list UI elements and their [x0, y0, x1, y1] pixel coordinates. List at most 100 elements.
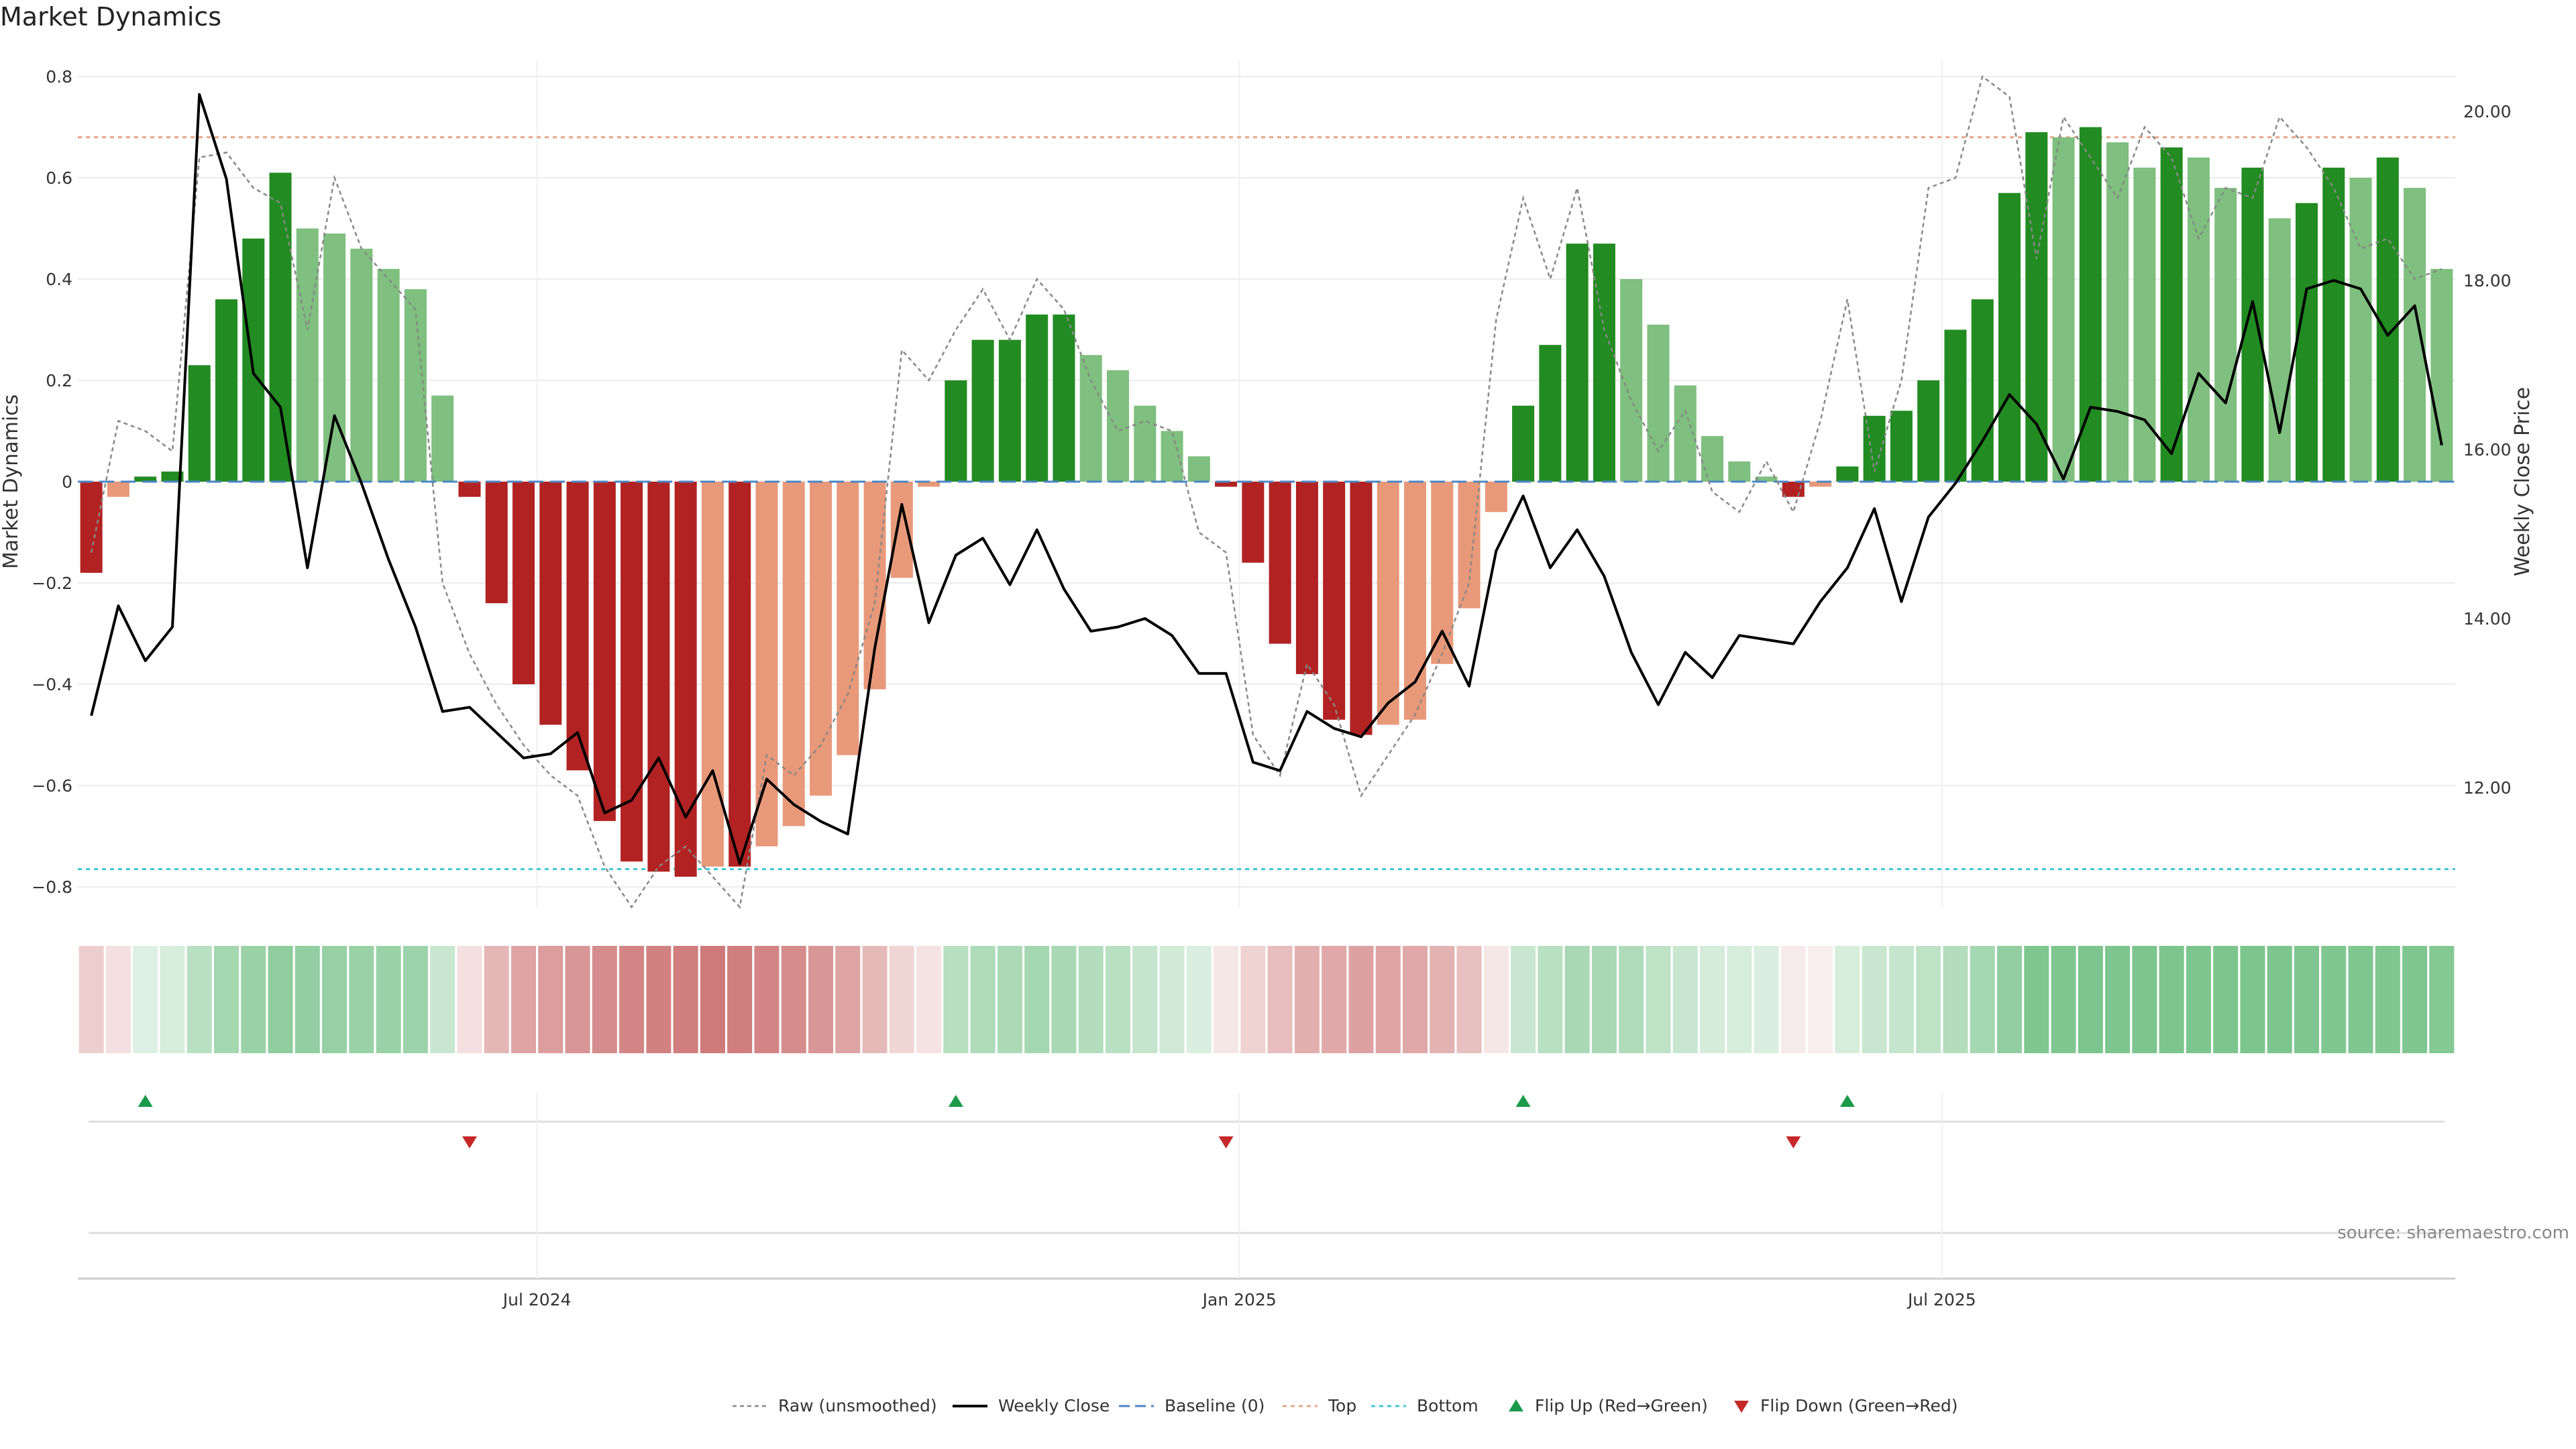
y2-tick-label: 20.00	[2463, 102, 2512, 121]
strip-cell	[1699, 946, 1725, 1053]
strip-cell	[646, 946, 672, 1053]
strip-cell	[1456, 946, 1482, 1053]
strip-cell	[294, 946, 320, 1053]
strip-cell	[2213, 946, 2239, 1053]
legend-label: Weekly Close	[998, 1396, 1110, 1415]
momentum-bar	[1620, 279, 1643, 482]
momentum-bar	[2430, 268, 2453, 482]
momentum-bar	[1539, 345, 1562, 482]
weekly-close-line	[90, 93, 2443, 865]
momentum-bar	[1863, 415, 1886, 482]
momentum-bar	[755, 482, 778, 847]
flip-up-marker	[1839, 1095, 1855, 1107]
momentum-bar	[1215, 482, 1238, 487]
strip-cell	[1024, 946, 1050, 1053]
momentum-bar	[2079, 127, 2102, 482]
strip-cell	[727, 946, 753, 1053]
momentum-bar	[1026, 314, 1049, 482]
momentum-bar	[296, 228, 319, 482]
x-tick-label: Jul 2024	[502, 1290, 572, 1309]
strip-cell	[241, 946, 266, 1053]
legend-label: Bottom	[1417, 1396, 1479, 1415]
strip-cell	[1186, 946, 1212, 1053]
strip-cell	[673, 946, 698, 1053]
momentum-bar	[1242, 482, 1265, 563]
momentum-bar	[215, 299, 238, 482]
strip-cell	[2051, 946, 2076, 1053]
flip-markers-panel	[89, 1095, 2445, 1234]
strip-cell	[2078, 946, 2103, 1053]
momentum-bar	[1701, 436, 1724, 482]
strip-cell	[862, 946, 888, 1053]
raw-series-line	[90, 74, 2443, 909]
y-tick-label: 0	[62, 472, 72, 492]
momentum-bar	[1079, 355, 1102, 482]
strip-cell	[1916, 946, 1941, 1053]
strip-cell	[1591, 946, 1617, 1053]
momentum-heat-strip	[78, 946, 2455, 1053]
y-tick-label: 0.8	[46, 67, 72, 87]
strip-cell	[2159, 946, 2184, 1053]
strip-cell	[1538, 946, 1563, 1053]
momentum-bar	[1917, 380, 1940, 482]
strip-cell	[1132, 946, 1158, 1053]
strip-cell	[511, 946, 537, 1053]
momentum-bar	[2376, 157, 2399, 482]
momentum-bar	[1134, 405, 1157, 482]
strip-cell	[1267, 946, 1293, 1053]
momentum-bar	[1647, 324, 1670, 482]
momentum-bar	[2322, 167, 2345, 482]
strip-cell	[1672, 946, 1698, 1053]
momentum-bar	[1593, 244, 1615, 482]
strip-cell	[619, 946, 645, 1053]
strip-cell	[1996, 946, 2023, 1053]
strip-cell	[1727, 946, 1752, 1053]
strip-cell	[1970, 946, 1995, 1053]
strip-cell	[2186, 946, 2211, 1053]
strip-cell	[402, 946, 428, 1053]
momentum-bar	[458, 482, 481, 497]
strip-cell	[2294, 946, 2320, 1053]
strip-cell	[2402, 946, 2428, 1053]
x-tick-label: Jan 2025	[1201, 1290, 1277, 1309]
strip-cell	[268, 946, 293, 1053]
momentum-bar	[2052, 137, 2075, 482]
momentum-bar	[1187, 456, 1210, 482]
momentum-bar	[269, 172, 292, 482]
strip-cell	[2267, 946, 2292, 1053]
strip-cell	[1754, 946, 1779, 1053]
momentum-bar	[1836, 466, 1859, 482]
strip-cell	[1646, 946, 1671, 1053]
strip-cell	[1322, 946, 1347, 1053]
strip-cell	[1294, 946, 1320, 1053]
momentum-bars	[80, 127, 2453, 877]
momentum-bar	[1485, 482, 1507, 513]
momentum-bar	[2187, 157, 2210, 482]
momentum-bar	[242, 238, 265, 482]
momentum-bar	[107, 482, 129, 497]
strip-cell	[2348, 946, 2373, 1053]
strip-cell	[1159, 946, 1185, 1053]
strip-cell	[1402, 946, 1428, 1053]
momentum-bar	[1106, 370, 1130, 482]
legend-label: Flip Up (Red→Green)	[1535, 1396, 1708, 1415]
strip-cell	[2240, 946, 2265, 1053]
strip-cell	[78, 946, 104, 1053]
momentum-bar	[161, 471, 184, 482]
strip-cell	[916, 946, 942, 1053]
momentum-bar	[2025, 132, 2048, 482]
momentum-bar	[1431, 482, 1454, 664]
momentum-bar	[2160, 147, 2183, 482]
strip-cell	[700, 946, 725, 1053]
legend-label: Baseline (0)	[1165, 1396, 1265, 1415]
momentum-bar	[863, 482, 886, 690]
strip-cell	[1888, 946, 1914, 1053]
y-tick-label: −0.2	[32, 574, 72, 593]
momentum-bar	[998, 339, 1021, 482]
strip-cell	[484, 946, 509, 1053]
legend: Raw (unsmoothed) Weekly Close Baseline (0)…	[733, 1396, 1958, 1415]
momentum-bar	[2404, 188, 2426, 482]
momentum-bar	[2106, 142, 2129, 482]
momentum-bar	[2241, 167, 2264, 482]
